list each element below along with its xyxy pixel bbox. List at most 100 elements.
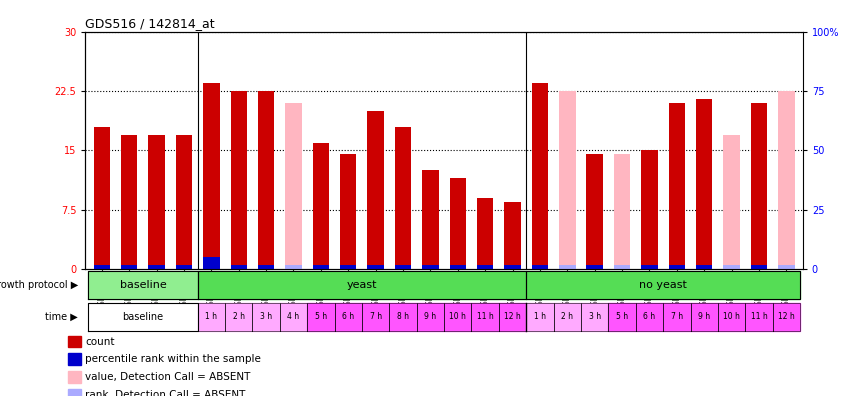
Bar: [203, 257, 219, 269]
Bar: [197, 271, 525, 299]
Bar: [367, 265, 383, 269]
Bar: [394, 127, 411, 269]
Bar: [531, 265, 548, 269]
Bar: [635, 303, 662, 331]
Text: rank, Detection Call = ABSENT: rank, Detection Call = ABSENT: [85, 390, 246, 396]
Bar: [662, 303, 690, 331]
Text: 7 h: 7 h: [670, 312, 682, 321]
Bar: [722, 265, 739, 269]
Text: time ▶: time ▶: [45, 312, 78, 322]
Bar: [553, 303, 580, 331]
Bar: [745, 303, 772, 331]
Bar: [339, 265, 356, 269]
Text: 4 h: 4 h: [287, 312, 299, 321]
Bar: [777, 265, 793, 269]
Bar: [504, 265, 520, 269]
Bar: [88, 303, 197, 331]
Bar: [772, 303, 799, 331]
Bar: [722, 135, 739, 269]
Bar: [613, 265, 630, 269]
Bar: [312, 265, 328, 269]
Bar: [449, 178, 466, 269]
Bar: [695, 265, 711, 269]
Text: 2 h: 2 h: [560, 312, 572, 321]
Bar: [416, 303, 444, 331]
Text: 12 h: 12 h: [777, 312, 794, 321]
Bar: [389, 303, 416, 331]
Bar: [476, 198, 493, 269]
Bar: [690, 303, 717, 331]
Bar: [531, 83, 548, 269]
Text: 1 h: 1 h: [205, 312, 218, 321]
Bar: [176, 135, 192, 269]
Bar: [94, 127, 110, 269]
Bar: [717, 303, 745, 331]
Bar: [68, 389, 81, 396]
Bar: [498, 303, 525, 331]
Bar: [668, 103, 684, 269]
Text: 6 h: 6 h: [642, 312, 655, 321]
Bar: [444, 303, 471, 331]
Bar: [280, 303, 307, 331]
Bar: [580, 303, 607, 331]
Bar: [148, 135, 165, 269]
Text: value, Detection Call = ABSENT: value, Detection Call = ABSENT: [85, 372, 251, 382]
Bar: [230, 265, 247, 269]
Bar: [312, 143, 328, 269]
Text: 8 h: 8 h: [397, 312, 409, 321]
Text: 11 h: 11 h: [476, 312, 493, 321]
Bar: [258, 265, 274, 269]
Bar: [476, 265, 493, 269]
Bar: [285, 103, 301, 269]
Text: baseline: baseline: [122, 312, 163, 322]
Text: 3 h: 3 h: [588, 312, 600, 321]
Bar: [525, 303, 553, 331]
Text: count: count: [85, 337, 115, 346]
Bar: [641, 150, 657, 269]
Text: 1 h: 1 h: [533, 312, 545, 321]
Bar: [334, 303, 362, 331]
Text: 7 h: 7 h: [369, 312, 381, 321]
Bar: [176, 265, 192, 269]
Text: 3 h: 3 h: [260, 312, 272, 321]
Bar: [307, 303, 334, 331]
Text: 2 h: 2 h: [233, 312, 245, 321]
Bar: [504, 202, 520, 269]
Bar: [586, 154, 602, 269]
Bar: [586, 265, 602, 269]
Bar: [94, 265, 110, 269]
Bar: [750, 265, 766, 269]
Bar: [252, 303, 280, 331]
Text: 9 h: 9 h: [424, 312, 436, 321]
Bar: [525, 271, 799, 299]
Text: 12 h: 12 h: [503, 312, 520, 321]
Bar: [88, 271, 197, 299]
Bar: [68, 371, 81, 383]
Bar: [449, 265, 466, 269]
Text: no yeast: no yeast: [638, 280, 687, 290]
Bar: [394, 265, 411, 269]
Bar: [421, 265, 438, 269]
Bar: [613, 154, 630, 269]
Text: 10 h: 10 h: [722, 312, 740, 321]
Text: yeast: yeast: [346, 280, 377, 290]
Bar: [197, 303, 225, 331]
Bar: [121, 135, 137, 269]
Bar: [68, 353, 81, 365]
Bar: [750, 103, 766, 269]
Text: 6 h: 6 h: [342, 312, 354, 321]
Bar: [559, 91, 575, 269]
Bar: [285, 265, 301, 269]
Text: growth protocol ▶: growth protocol ▶: [0, 280, 78, 290]
Bar: [607, 303, 635, 331]
Bar: [362, 303, 389, 331]
Text: percentile rank within the sample: percentile rank within the sample: [85, 354, 261, 364]
Bar: [258, 91, 274, 269]
Text: 11 h: 11 h: [750, 312, 767, 321]
Bar: [339, 154, 356, 269]
Bar: [559, 265, 575, 269]
Bar: [225, 303, 252, 331]
Bar: [148, 265, 165, 269]
Bar: [121, 265, 137, 269]
Bar: [421, 170, 438, 269]
